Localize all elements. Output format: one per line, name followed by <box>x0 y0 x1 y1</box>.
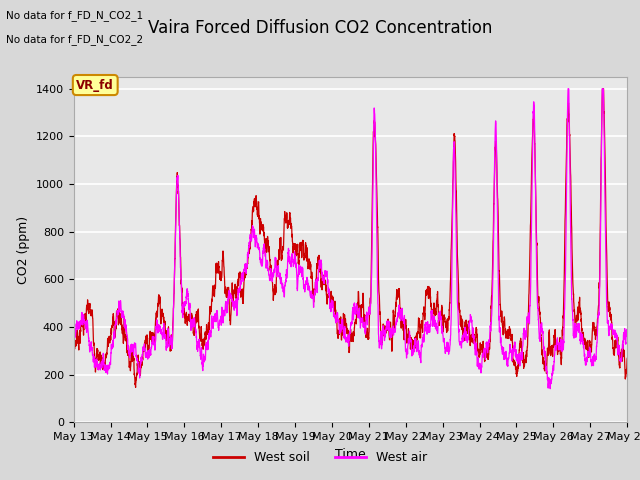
X-axis label: Time: Time <box>335 448 366 461</box>
West soil <box>428 312 436 318</box>
Text: No data for f_FD_N_CO2_2: No data for f_FD_N_CO2_2 <box>6 34 143 45</box>
West air <box>428 312 435 317</box>
West air <box>564 86 572 92</box>
West soil <box>598 86 606 92</box>
West soil <box>70 340 77 346</box>
West air <box>623 331 631 336</box>
Y-axis label: CO2 (ppm): CO2 (ppm) <box>17 216 30 284</box>
West air <box>547 386 554 392</box>
West air <box>70 347 77 352</box>
West soil <box>165 336 173 341</box>
West soil <box>504 333 511 338</box>
Text: VR_fd: VR_fd <box>76 79 114 92</box>
West soil <box>479 342 486 348</box>
West soil <box>439 324 447 329</box>
Legend: West soil, West air: West soil, West air <box>208 446 432 469</box>
West air <box>479 351 486 357</box>
Text: Vaira Forced Diffusion CO2 Concentration: Vaira Forced Diffusion CO2 Concentration <box>148 19 492 37</box>
West soil <box>623 356 631 361</box>
Line: West air: West air <box>74 89 627 389</box>
Text: No data for f_FD_N_CO2_1: No data for f_FD_N_CO2_1 <box>6 10 143 21</box>
West soil <box>495 268 503 274</box>
West air <box>503 359 511 365</box>
Line: West soil: West soil <box>74 89 627 387</box>
West air <box>439 331 447 337</box>
West soil <box>132 384 140 390</box>
West air <box>165 338 173 344</box>
West air <box>495 317 502 323</box>
